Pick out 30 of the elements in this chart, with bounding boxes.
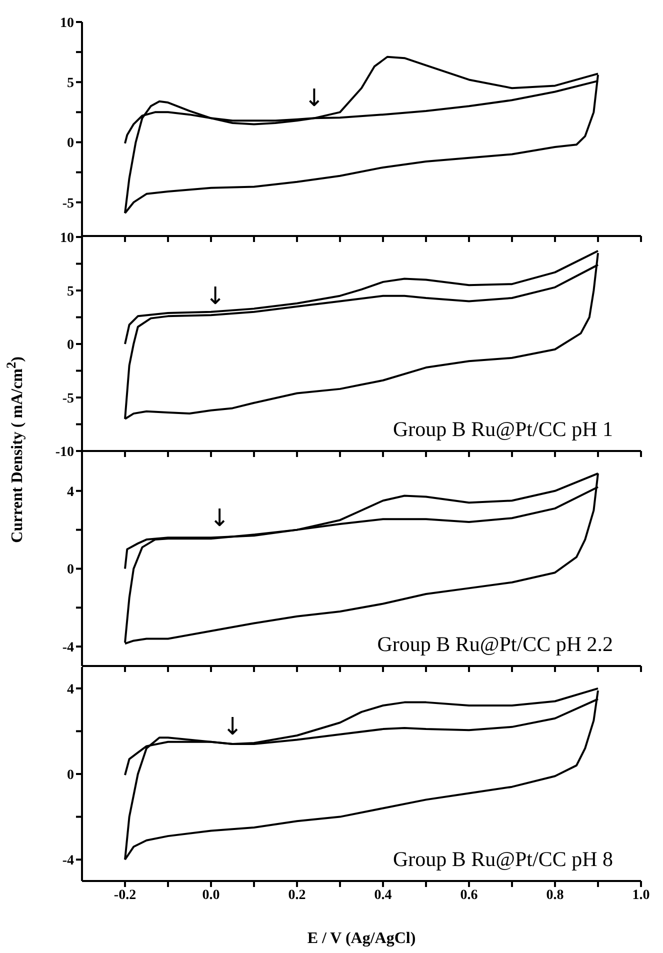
y-tick-label: 10: [60, 16, 74, 31]
x-tick-label: 1.0: [632, 888, 650, 903]
y-tick-label: -5: [62, 391, 74, 406]
annotation: ↓: [205, 282, 226, 310]
y-tick-label: 10: [60, 230, 74, 246]
annotation: ↓: [304, 84, 324, 112]
annotation: Group B Ru@Pt/CC pH 1: [392, 417, 613, 442]
x-axis-title: E / V (Ag/AgCl): [307, 930, 416, 947]
y-tick-label: 5: [67, 76, 74, 92]
y-tick-label: 0: [67, 338, 74, 353]
annotation: Group B Ru@Pt/CC pH 8: [392, 847, 613, 872]
y-tick-label: 4: [67, 484, 74, 500]
y-tick-label: -10: [55, 444, 74, 460]
annotation: ↓: [210, 504, 230, 532]
y-tick-label: 0: [67, 136, 74, 152]
annotation: ↓: [222, 712, 243, 741]
y-tick-label: -5: [62, 196, 74, 212]
y-tick-label: -4: [62, 640, 74, 656]
y-tick-label: 4: [67, 682, 74, 698]
y-tick-label: 0: [67, 768, 74, 783]
x-tick-label: 0.0: [202, 888, 220, 903]
y-tick-label: 0: [67, 562, 74, 578]
y-tick-label: -4: [62, 854, 74, 869]
y-tick-label: 5: [67, 284, 74, 300]
annotation: Group B Ru@Pt/CC pH 2.2: [377, 632, 613, 657]
x-tick-label: 0.2: [288, 888, 306, 903]
x-tick-label: -0.2: [114, 888, 136, 903]
x-tick-label: 0.8: [546, 888, 564, 903]
x-tick-label: 0.6: [460, 888, 478, 903]
x-tick-label: 0.4: [374, 888, 392, 903]
